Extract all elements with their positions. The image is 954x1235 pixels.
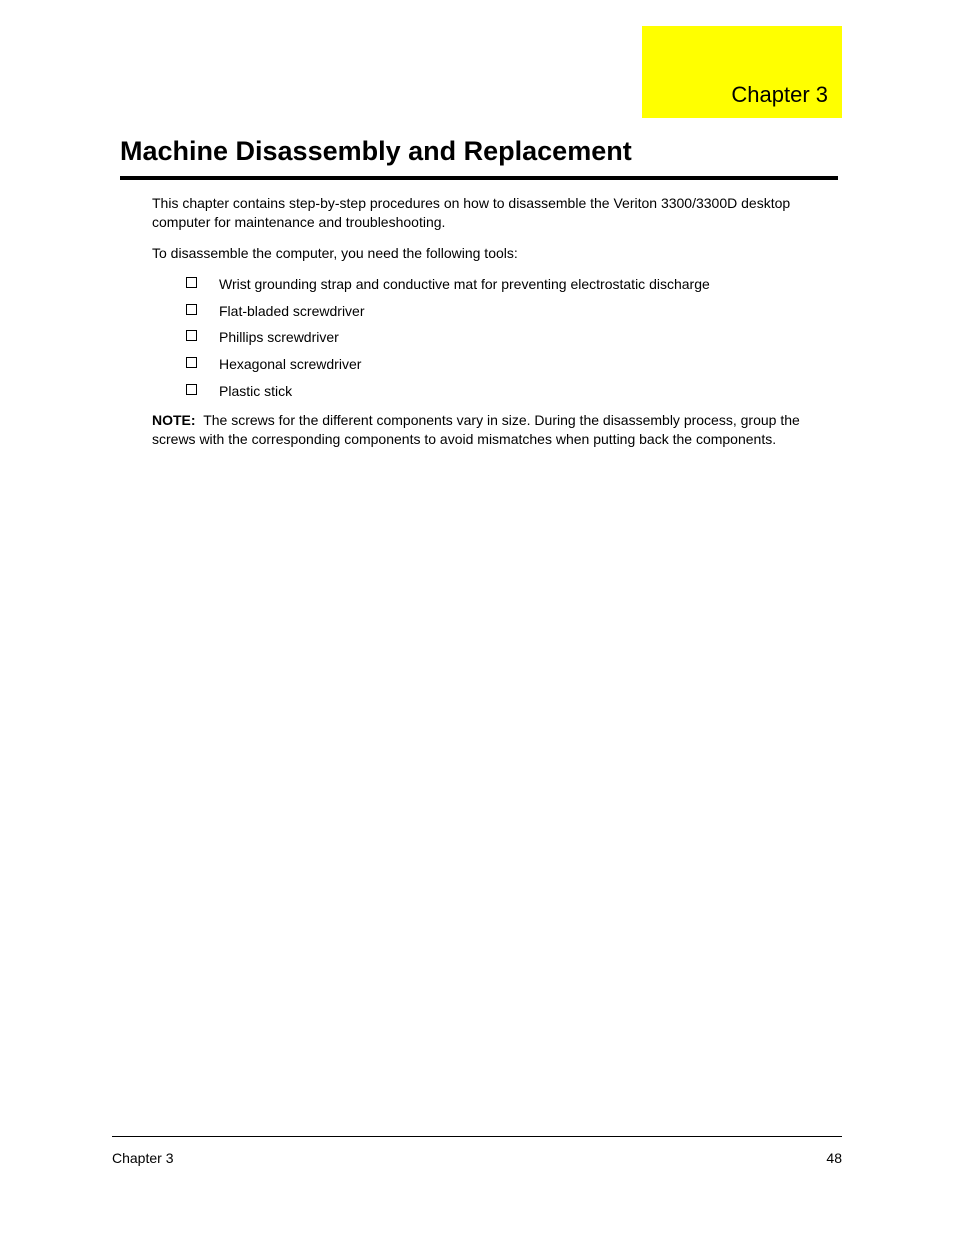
list-item-label: Phillips screwdriver <box>219 328 339 347</box>
list-item: Wrist grounding strap and conductive mat… <box>152 275 837 294</box>
tools-list: Wrist grounding strap and conductive mat… <box>152 275 837 401</box>
list-item-label: Plastic stick <box>219 382 292 401</box>
list-item-label: Wrist grounding strap and conductive mat… <box>219 275 710 294</box>
list-item: Plastic stick <box>152 382 837 401</box>
note-block: NOTE: The screws for the different compo… <box>152 411 837 449</box>
tools-lead: To disassemble the computer, you need th… <box>152 244 837 263</box>
list-item: Phillips screwdriver <box>152 328 837 347</box>
body-content: This chapter contains step-by-step proce… <box>152 194 837 449</box>
note-text: The screws for the different components … <box>152 412 800 447</box>
note-label: NOTE: <box>152 412 196 428</box>
intro-paragraph: This chapter contains step-by-step proce… <box>152 194 837 232</box>
footer-right: 48 <box>826 1150 842 1166</box>
page-title: Machine Disassembly and Replacement <box>120 136 632 167</box>
checkbox-icon <box>186 357 197 368</box>
chapter-tab: Chapter 3 <box>642 26 842 118</box>
list-item: Flat-bladed screwdriver <box>152 302 837 321</box>
note-body: NOTE: The screws for the different compo… <box>152 411 837 449</box>
footer-left: Chapter 3 <box>112 1150 173 1166</box>
list-item: Hexagonal screwdriver <box>152 355 837 374</box>
footer-rule <box>112 1136 842 1137</box>
checkbox-icon <box>186 330 197 341</box>
list-item-label: Hexagonal screwdriver <box>219 355 361 374</box>
page: Chapter 3 Machine Disassembly and Replac… <box>0 0 954 1235</box>
chapter-tab-label: Chapter 3 <box>731 82 828 107</box>
list-item-label: Flat-bladed screwdriver <box>219 302 365 321</box>
checkbox-icon <box>186 304 197 315</box>
title-rule <box>120 176 838 180</box>
checkbox-icon <box>186 384 197 395</box>
checkbox-icon <box>186 277 197 288</box>
